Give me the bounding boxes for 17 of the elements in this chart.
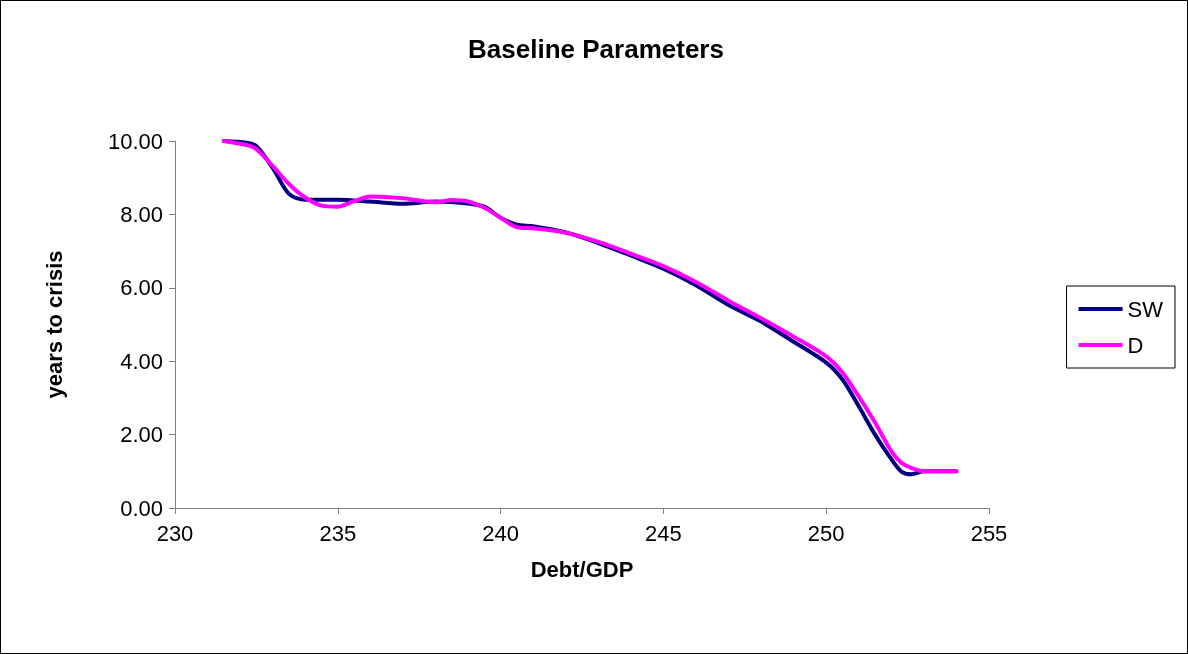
x-tick-label: 230 [156,520,194,546]
y-tick-label: 8.00 [120,201,163,227]
y-tick-label: 2.00 [120,422,163,448]
x-tick-label: 235 [319,520,357,546]
x-tick-label: 245 [645,520,682,546]
x-tick-label: 255 [970,520,1008,546]
y-tick-label: 4.00 [120,348,163,374]
y-tick-label: 10.00 [107,128,163,154]
y-tick-label: 0.00 [120,495,163,521]
y-tick-label: 6.00 [120,275,163,301]
legend-label: SW [1127,296,1164,322]
x-tick-label: 250 [807,520,845,546]
legend-label: D [1127,332,1144,358]
x-tick-label: 240 [482,520,519,546]
chart-title: Baseline Parameters [468,34,724,64]
x-axis-title: Debt/GDP [530,556,634,582]
y-axis-title: years to crisis [41,250,67,399]
